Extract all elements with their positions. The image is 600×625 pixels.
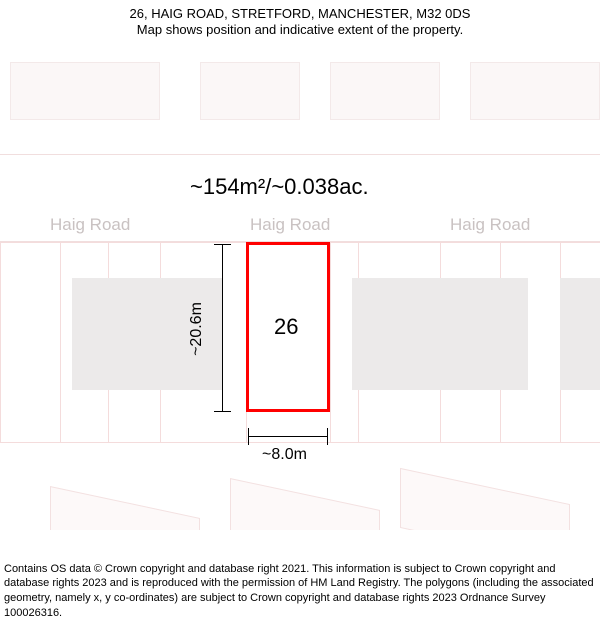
dimension-horizontal-label: ~8.0m [262, 446, 307, 464]
parcel-boundary [330, 242, 331, 442]
map-canvas: Haig Road Haig Road Haig Road ~154m²/~0.… [0, 44, 600, 530]
faint-building [470, 62, 600, 120]
parcel-bottom-line [0, 442, 600, 443]
faint-building [10, 62, 160, 120]
copyright-footer: Contains OS data © Crown copyright and d… [4, 562, 596, 621]
faint-building [400, 468, 570, 530]
dimension-vertical-label: ~20.6m [188, 302, 206, 356]
faint-building [230, 478, 380, 530]
top-building-band [0, 44, 600, 154]
parcel-boundary [60, 242, 61, 442]
page-title: 26, HAIG ROAD, STRETFORD, MANCHESTER, M3… [10, 6, 590, 21]
area-measurement: ~154m²/~0.038ac. [190, 174, 369, 200]
dimension-vertical-line [222, 244, 223, 412]
bottom-shapes [0, 472, 600, 530]
building-footprint [560, 278, 600, 390]
faint-building [330, 62, 440, 120]
building-footprint [352, 278, 528, 390]
page-subtitle: Map shows position and indicative extent… [10, 22, 590, 37]
dimension-horizontal-line [248, 436, 328, 437]
faint-building [200, 62, 300, 120]
road-label: Haig Road [250, 215, 330, 235]
parcel-boundary [0, 242, 1, 442]
faint-building [50, 486, 200, 530]
road-label: Haig Road [450, 215, 530, 235]
house-number: 26 [274, 314, 298, 340]
road-label: Haig Road [50, 215, 130, 235]
header: 26, HAIG ROAD, STRETFORD, MANCHESTER, M3… [0, 0, 600, 39]
